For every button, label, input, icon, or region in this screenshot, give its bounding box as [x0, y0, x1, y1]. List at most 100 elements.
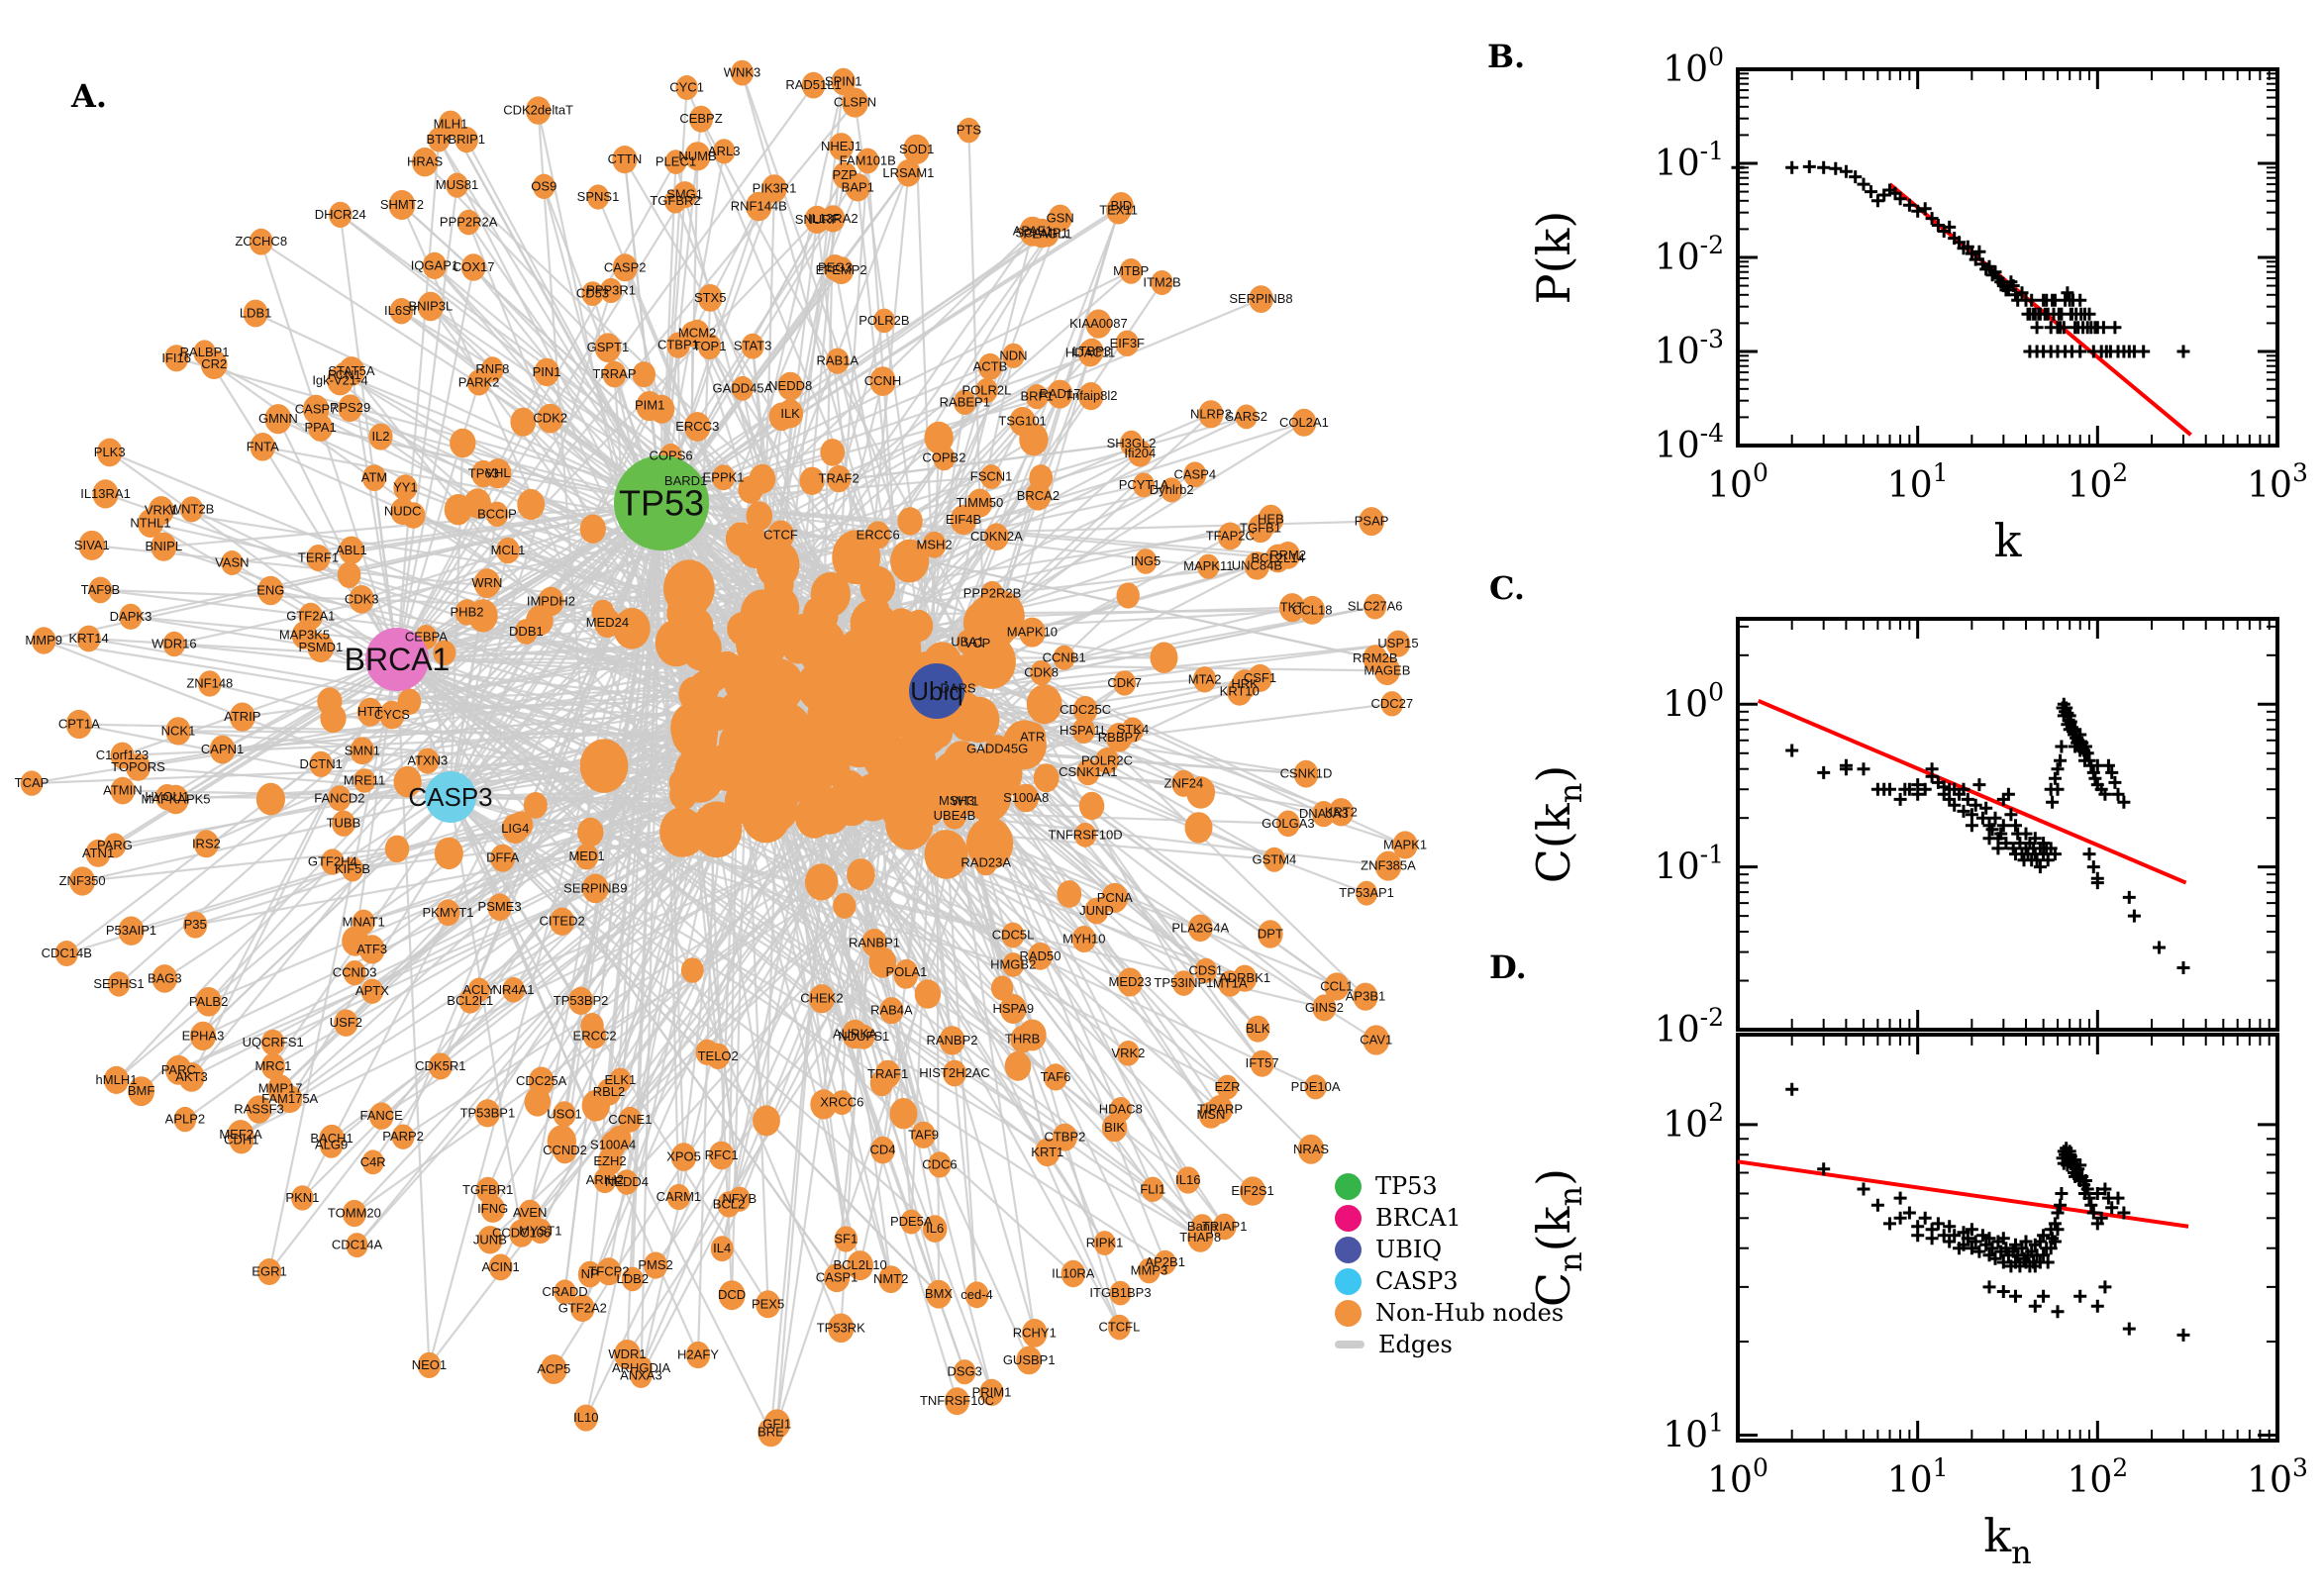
network-node: [1010, 1025, 1035, 1053]
gene-label: CTCFL: [1098, 1320, 1140, 1335]
network-node: [1001, 922, 1025, 948]
network-node: [1025, 384, 1049, 410]
gene-label: RAD23A: [960, 854, 1011, 869]
network-edge: [882, 217, 1061, 685]
casp3-swatch-icon: [1335, 1267, 1362, 1295]
gene-label: PPP2R2B: [963, 585, 1022, 600]
gene-label: ARL3: [708, 144, 741, 158]
axes-frame: [1736, 617, 2279, 1032]
network-edge: [257, 686, 706, 1111]
gene-label: POLR2L: [961, 383, 1011, 398]
network-node: [1076, 758, 1100, 786]
gene-label: SIVA1: [74, 538, 110, 552]
hub-node-ubiq: [909, 663, 964, 719]
gene-label: XPO5: [666, 1149, 701, 1164]
network-node: [579, 514, 606, 544]
y-tick-label: 10-4: [1655, 419, 1724, 466]
network-node: [96, 438, 123, 467]
gene-label: ALG9: [315, 1138, 348, 1152]
network-node: [1033, 763, 1060, 793]
network-node: [820, 439, 846, 466]
gene-label: TCAP: [15, 775, 50, 790]
network-node: [509, 1219, 535, 1247]
network-node: [621, 1266, 644, 1292]
gene-label: NFYB: [722, 1191, 757, 1206]
network-node: [1171, 769, 1196, 797]
gene-label: CSNK1D: [1280, 766, 1333, 781]
gene-label: MYH10: [1062, 932, 1105, 947]
network-node: [756, 1290, 781, 1319]
gene-label: CD53: [576, 286, 609, 301]
gene-label: MAGEB: [1364, 662, 1410, 677]
network-node: [712, 464, 736, 491]
gene-label: RRM2: [1269, 548, 1306, 562]
network-node: [198, 670, 222, 697]
gene-label: ENG: [256, 583, 284, 598]
network-node: [164, 345, 189, 372]
gene-label: TP63: [468, 466, 499, 481]
network-node: [103, 1065, 130, 1094]
gene-label: ATF3: [356, 942, 387, 956]
network-node: [659, 807, 705, 857]
gene-label: CCNE1: [608, 1112, 652, 1127]
network-node: [250, 433, 275, 461]
network-node: [514, 619, 538, 645]
gene-label: CAPN1: [201, 742, 244, 756]
gene-label: CAV1: [1360, 1033, 1392, 1047]
network-node: [984, 735, 1011, 764]
gene-label: RIPK1: [1086, 1236, 1124, 1250]
network-edge: [449, 549, 510, 798]
network-node: [337, 561, 361, 588]
gene-label: RASSF3: [234, 1102, 284, 1117]
network-node: [767, 520, 794, 550]
network-node: [630, 1363, 653, 1388]
gene-label: PHB2: [451, 604, 484, 619]
hub-label-ubiq: Ubiq: [910, 676, 962, 706]
gene-label: TGFB1: [1240, 521, 1281, 536]
scatter-markers: [1785, 1082, 2190, 1342]
gene-label: TNFRSF10D: [1049, 827, 1123, 842]
network-node: [342, 1199, 366, 1228]
gene-label: HRAS: [407, 154, 443, 169]
network-node: [393, 474, 418, 502]
network-node: [450, 428, 476, 458]
gene-label: IL6: [926, 1221, 944, 1236]
x-axis-title: k: [1994, 514, 2023, 567]
gene-label: Ifi204: [1124, 446, 1156, 460]
legend-item-brca1: BRCA1: [1335, 1202, 1564, 1234]
gene-label: IMPDH2: [527, 593, 575, 608]
network-node: [568, 986, 594, 1015]
network-edge: [402, 777, 957, 1139]
network-node: [1328, 798, 1355, 827]
network-node: [1030, 660, 1053, 686]
network-node: [221, 550, 244, 575]
network-edge: [277, 418, 662, 505]
network-node: [1207, 1095, 1233, 1124]
gene-label: FANCE: [360, 1108, 404, 1123]
network-node: [581, 281, 604, 306]
gene-label: PCYT1A: [1119, 477, 1169, 492]
gene-label: ANXA3: [620, 1368, 662, 1383]
gene-label: CHEK2: [800, 991, 843, 1006]
network-node: [485, 501, 509, 527]
network-node: [138, 508, 163, 539]
gene-label: PSME3: [478, 899, 522, 914]
gene-label: LRSAM1: [882, 165, 934, 180]
ubiq-swatch-icon: [1335, 1236, 1362, 1263]
gene-label: GSTM4: [1253, 851, 1297, 866]
legend-label-brca1: BRCA1: [1375, 1204, 1462, 1232]
gene-label: CEBPZ: [679, 111, 722, 126]
network-edge: [174, 658, 398, 801]
gene-label: TP53BP2: [554, 993, 609, 1008]
gene-label: CCL1: [1320, 979, 1353, 994]
network-node: [460, 253, 486, 281]
network-node: [356, 697, 383, 727]
gene-label: MCM2: [678, 325, 716, 340]
network-node: [1353, 982, 1378, 1011]
network-node: [454, 127, 478, 153]
network-edge: [660, 269, 1132, 504]
gene-label: STAT3: [734, 339, 772, 353]
network-node: [894, 958, 919, 986]
gene-label: TAF9B: [81, 582, 121, 597]
network-edge: [81, 795, 452, 883]
